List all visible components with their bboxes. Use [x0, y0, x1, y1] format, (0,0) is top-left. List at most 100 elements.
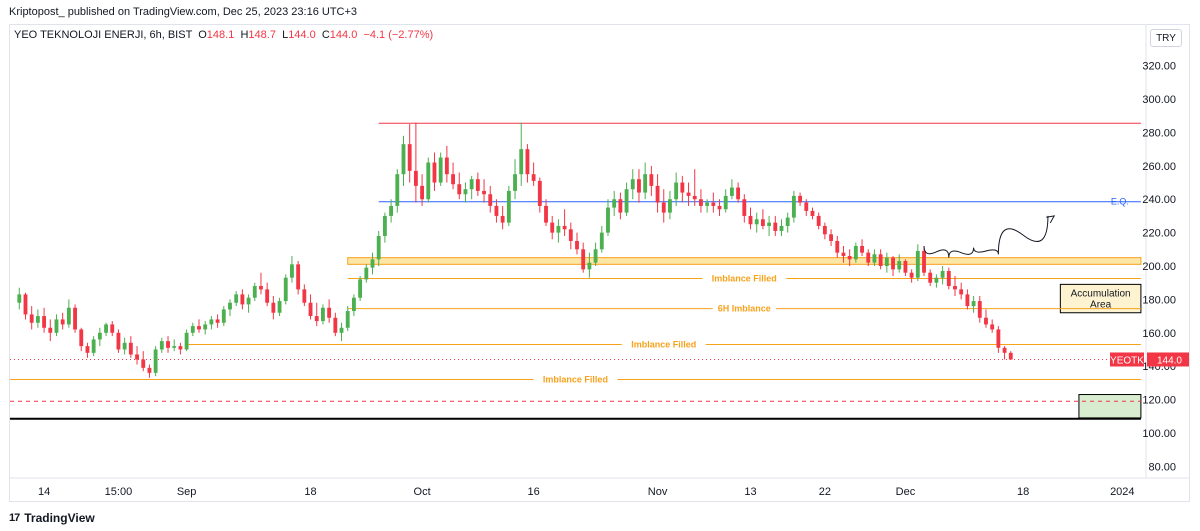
candle: [791, 190, 796, 223]
candle-body: [339, 327, 344, 333]
candle: [172, 339, 177, 352]
candle: [401, 135, 406, 186]
candle-body: [420, 185, 425, 200]
supply-zone: [347, 257, 1142, 265]
candle: [506, 185, 511, 226]
candle: [234, 291, 239, 307]
candle: [85, 342, 90, 358]
target-zone: [1078, 394, 1142, 419]
candle-body: [488, 194, 493, 206]
candle: [469, 175, 474, 200]
candle-body: [54, 319, 59, 333]
candle: [891, 255, 895, 277]
candle-body: [407, 144, 412, 171]
candle: [395, 169, 400, 213]
candle-body: [897, 261, 902, 270]
candle: [637, 169, 641, 203]
candle: [822, 222, 827, 240]
candle-body: [668, 199, 672, 213]
candle: [54, 314, 59, 337]
candle: [513, 159, 517, 200]
zone-label: Accumulation: [1071, 288, 1131, 299]
tradingview-logo[interactable]: 17 TradingView: [9, 511, 95, 525]
y-tick-label: 80.00: [1148, 461, 1176, 473]
candle-body: [190, 326, 195, 333]
candle-body: [85, 346, 90, 353]
candle-body: [271, 302, 276, 313]
candle-body: [314, 316, 319, 322]
high-label: H: [240, 29, 249, 41]
candle: [878, 249, 883, 270]
candle: [537, 177, 542, 213]
candle: [742, 194, 747, 223]
candle-body: [147, 367, 152, 373]
candle: [649, 165, 654, 196]
level-label-bg: [533, 373, 618, 385]
y-tick-label: 160.00: [1142, 328, 1176, 340]
candle: [996, 326, 1001, 353]
chart-frame: [9, 24, 1190, 502]
candle-body: [760, 219, 765, 226]
candle: [767, 215, 772, 236]
candle-body: [364, 267, 369, 280]
candle: [779, 219, 784, 236]
candle-body: [915, 250, 920, 278]
candle-body: [327, 307, 332, 318]
close-label: C: [321, 29, 330, 41]
candle-body: [785, 217, 790, 226]
candle: [209, 316, 214, 330]
candle-body: [822, 225, 827, 235]
candle: [705, 199, 710, 213]
close-value: 144.0: [329, 29, 358, 41]
candle-body: [736, 187, 741, 200]
candle-body: [556, 225, 561, 233]
y-tick-label: 180.00: [1142, 294, 1176, 306]
candle: [97, 327, 102, 347]
candle-body: [382, 215, 387, 236]
candle: [1002, 346, 1007, 360]
candle: [314, 302, 319, 327]
candle: [525, 144, 530, 183]
candle: [934, 274, 939, 288]
arrow-head-icon: [1046, 215, 1056, 224]
candle: [407, 124, 412, 183]
candle-body: [79, 329, 84, 347]
candle: [940, 266, 945, 285]
candle: [29, 306, 34, 330]
candle: [302, 284, 307, 307]
candle-body: [389, 205, 394, 216]
candle-body: [252, 286, 257, 298]
candle-body: [519, 149, 524, 175]
x-tick-label: 18: [1017, 486, 1029, 498]
candle: [544, 199, 548, 226]
candle: [816, 212, 821, 230]
currency-button[interactable]: TRY: [1150, 29, 1182, 47]
candle-body: [159, 341, 164, 350]
candle-body: [779, 225, 784, 231]
candle-body: [494, 205, 499, 216]
candle: [866, 249, 871, 267]
candle: [990, 319, 995, 333]
candle-body: [42, 316, 47, 328]
candle: [835, 235, 840, 258]
candle: [922, 245, 926, 277]
candle-body: [810, 210, 815, 216]
candle: [748, 207, 753, 230]
candle: [197, 319, 201, 333]
x-tick-label: 14: [38, 486, 50, 498]
candle: [444, 145, 449, 183]
candle-body: [463, 189, 468, 195]
candle: [159, 337, 164, 353]
candle: [729, 179, 734, 200]
candle: [432, 152, 437, 191]
candle-body: [587, 262, 592, 270]
candle: [643, 162, 648, 200]
accumulation-zone: [1059, 283, 1142, 314]
candle: [810, 207, 815, 220]
x-tick-label: 15:00: [105, 486, 133, 498]
candle: [984, 309, 988, 328]
candle-body: [178, 346, 183, 350]
candle-body: [475, 179, 480, 191]
candle-body: [729, 187, 734, 196]
